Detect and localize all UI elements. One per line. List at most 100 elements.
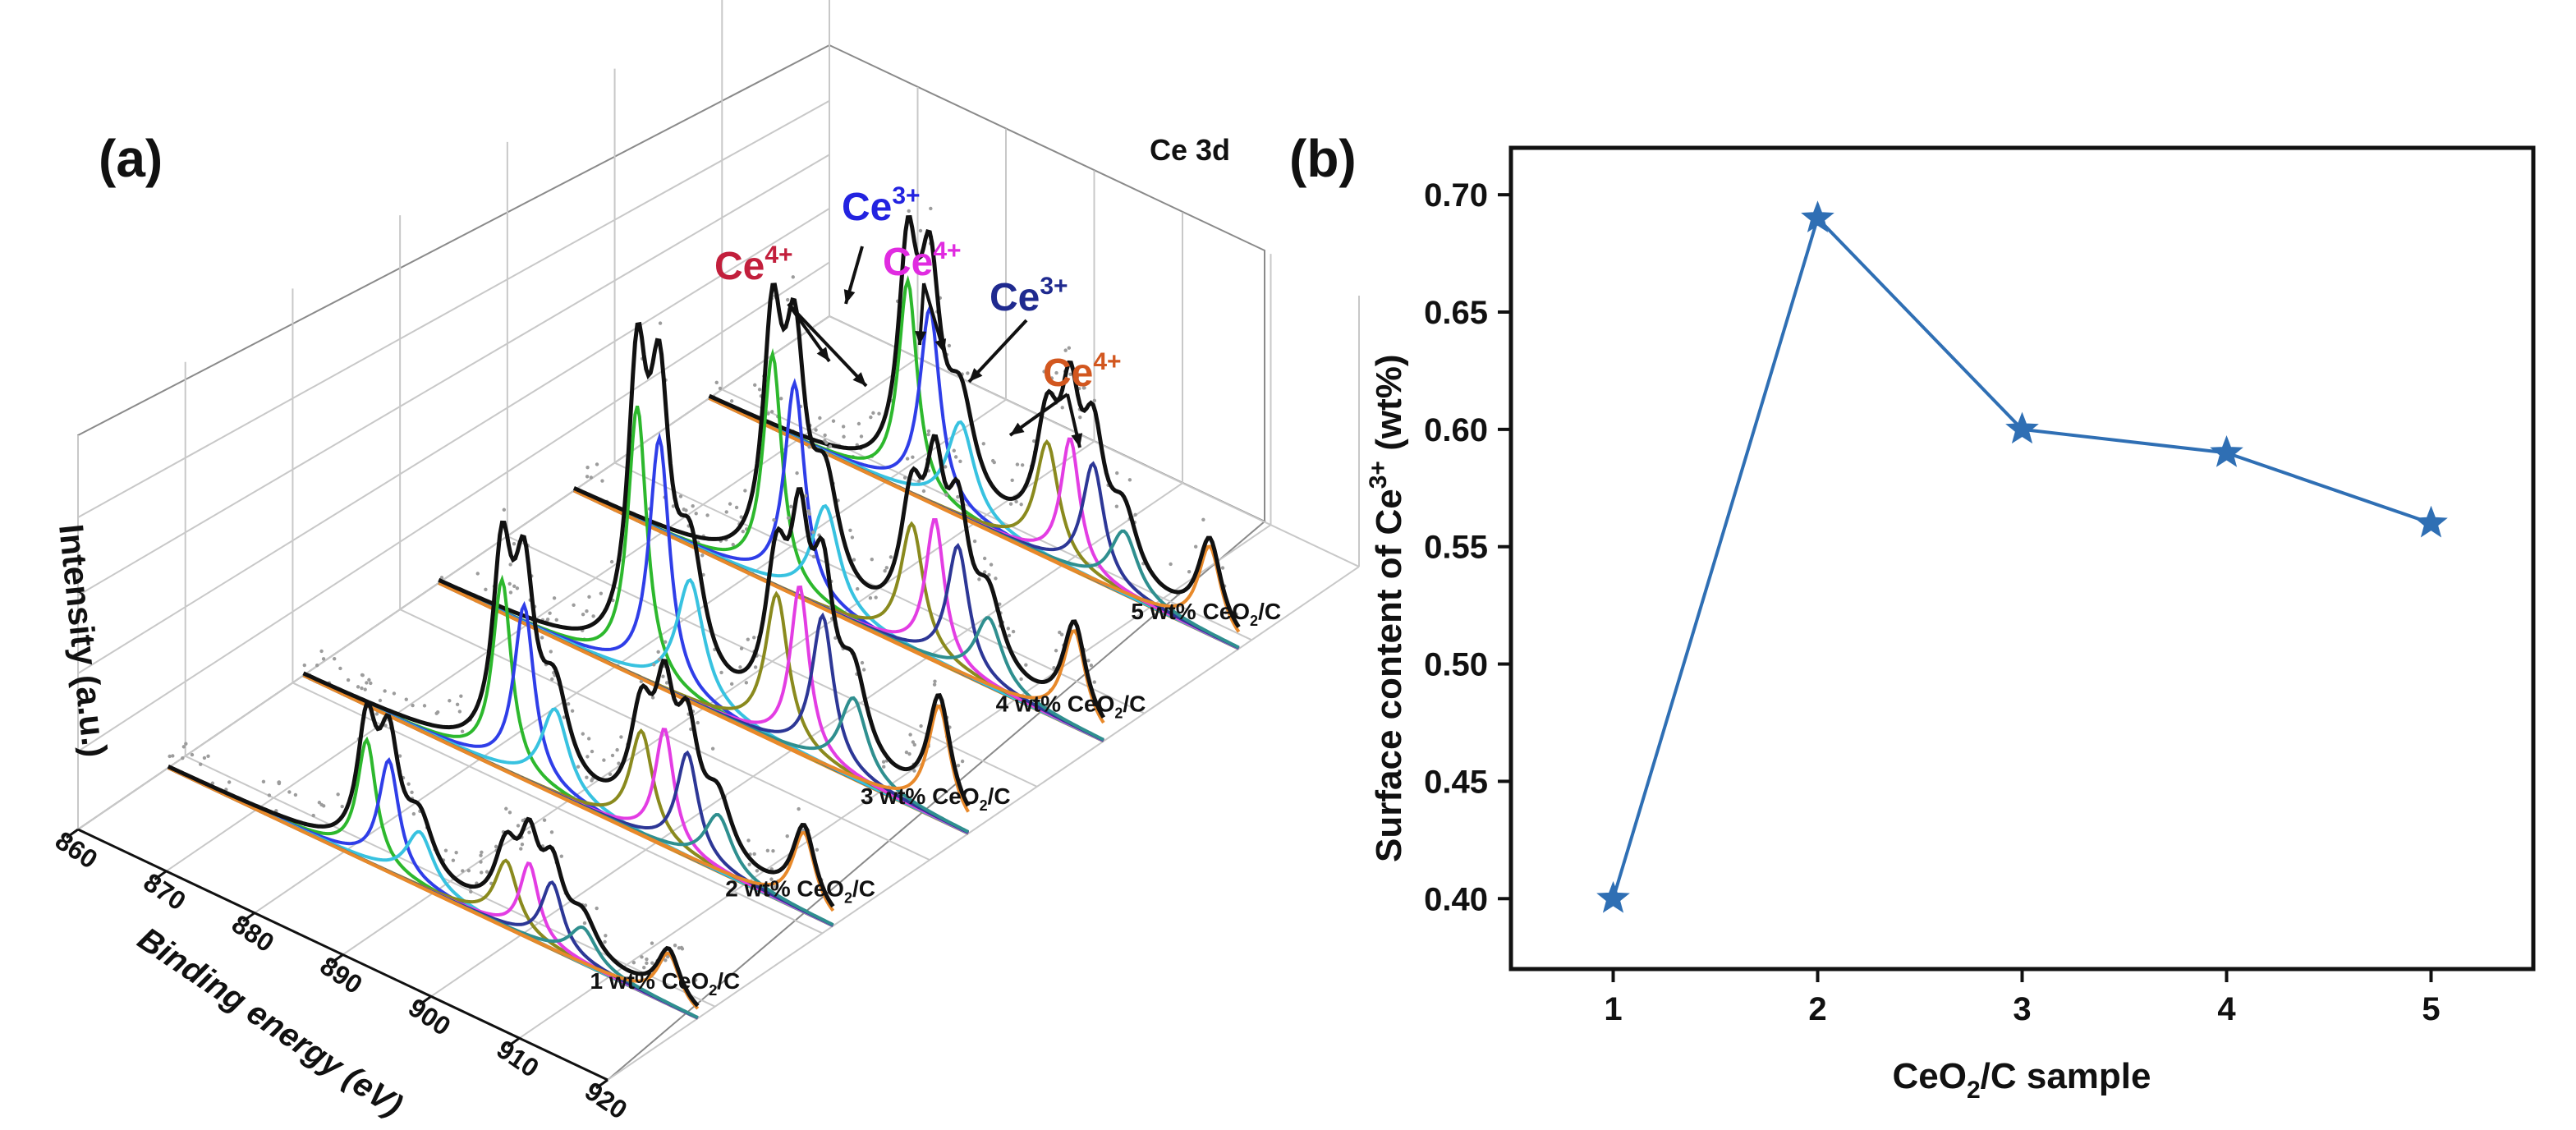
raw-data-point [360, 673, 365, 678]
raw-data-point [933, 679, 937, 683]
raw-data-point [905, 457, 910, 461]
raw-data-point [585, 609, 589, 613]
floor-depth-gridline [185, 755, 716, 1008]
raw-data-point [912, 769, 916, 773]
raw-data-point [664, 681, 669, 685]
raw-data-point [287, 790, 292, 794]
raw-data-point [293, 792, 298, 797]
raw-data-point [710, 746, 715, 751]
series-label: 3 wt% CeO2/C [861, 783, 1011, 814]
x-tick-label: 5 [2422, 991, 2440, 1027]
raw-data-point [512, 542, 517, 546]
y-tick-label: 0.45 [1424, 764, 1488, 800]
raw-data-point [911, 455, 915, 459]
raw-data-point [779, 397, 783, 401]
raw-data-point [958, 459, 962, 464]
raw-data-point [1220, 566, 1225, 570]
raw-data-point [576, 765, 581, 769]
raw-data-point [917, 479, 921, 483]
raw-data-point [831, 419, 836, 423]
raw-data-point [181, 745, 186, 749]
raw-data-point [321, 657, 326, 661]
series-label-main: 2 wt% CeO [725, 875, 844, 901]
raw-data-point [807, 512, 812, 517]
oxidation-state-sup: 3+ [892, 182, 920, 209]
raw-data-point [549, 650, 553, 654]
raw-data-point [747, 862, 751, 866]
oxidation-state-label: Ce4+ [1043, 348, 1122, 395]
raw-data-point [650, 696, 655, 700]
y-axis-label-sup: 3+ [1365, 461, 1392, 489]
raw-data-point [810, 530, 815, 535]
x-axis-label-tail: /C sample [1981, 1056, 2151, 1096]
raw-data-point [860, 660, 865, 665]
raw-data-point [1014, 499, 1018, 503]
raw-data-point [202, 756, 207, 760]
raw-data-point [315, 664, 319, 668]
raw-data-point [1169, 562, 1173, 567]
wall-height-gridline [77, 99, 830, 518]
raw-data-point [507, 811, 512, 815]
x-axis: 1 2 3 4 5 [1604, 969, 2441, 1027]
raw-data-point [261, 779, 266, 784]
raw-data-point [480, 850, 484, 855]
spectrum-4: 4 wt% CeO2/C [572, 275, 1146, 743]
raw-data-point [610, 753, 615, 758]
raw-data-point [1031, 439, 1036, 443]
floor-gridline [430, 482, 1183, 998]
raw-data-point [383, 689, 387, 693]
raw-data-point [803, 494, 808, 498]
pointer-arrowhead [934, 338, 947, 353]
y-axis-label-tail: (wt%) [1369, 355, 1409, 462]
star-marker [1801, 200, 1834, 233]
pointer-arrowhead [852, 372, 866, 386]
x-tick-label: 3 [2013, 991, 2031, 1027]
pointer-arrow [787, 302, 868, 388]
raw-data-point [691, 503, 695, 508]
x-tick-label: 1 [1604, 991, 1622, 1027]
raw-data-point [811, 554, 816, 558]
raw-data-point [1086, 659, 1091, 663]
raw-data-point [774, 884, 778, 889]
raw-data-point [960, 759, 965, 764]
raw-data-point [480, 870, 484, 875]
raw-data-point [989, 563, 994, 567]
raw-data-point [1024, 663, 1028, 667]
raw-data-point [757, 388, 762, 392]
energy-tick [507, 1036, 521, 1048]
raw-data-point [856, 586, 860, 591]
raw-data-point [1234, 612, 1238, 617]
raw-data-point [589, 475, 594, 480]
raw-data-point [466, 869, 471, 873]
series-label-main: 5 wt% CeO [1131, 599, 1250, 624]
raw-data-point [926, 429, 931, 434]
raw-data-point [752, 636, 756, 640]
raw-data-point [1010, 478, 1014, 482]
x-axis-label-sub: 2 [1967, 1077, 1981, 1104]
raw-data-point [944, 465, 948, 469]
series-label-tail: /C [1123, 691, 1146, 716]
raw-data-point [755, 869, 760, 873]
raw-data-point [972, 539, 977, 544]
raw-data-point [1114, 504, 1119, 508]
panel-b-label: (b) [1289, 129, 1357, 188]
raw-data-point [705, 513, 709, 517]
raw-data-point [516, 824, 521, 828]
raw-data-point [678, 494, 683, 498]
raw-data-point [874, 595, 878, 599]
fitted-component-peak [167, 766, 700, 1010]
raw-data-point [585, 755, 590, 759]
raw-data-point [724, 510, 728, 514]
series-label-sub: 2 [1250, 613, 1258, 629]
raw-data-point [550, 677, 554, 682]
raw-data-point [369, 681, 373, 686]
raw-data-point [411, 811, 416, 816]
series-label: 2 wt% CeO2/C [725, 875, 875, 906]
raw-data-point [1008, 502, 1013, 506]
raw-data-point [559, 854, 563, 858]
oxidation-state-main: Ce [990, 276, 1040, 319]
series-label-sub: 2 [844, 889, 852, 906]
raw-data-point [850, 535, 855, 540]
energy-tick [66, 828, 79, 839]
